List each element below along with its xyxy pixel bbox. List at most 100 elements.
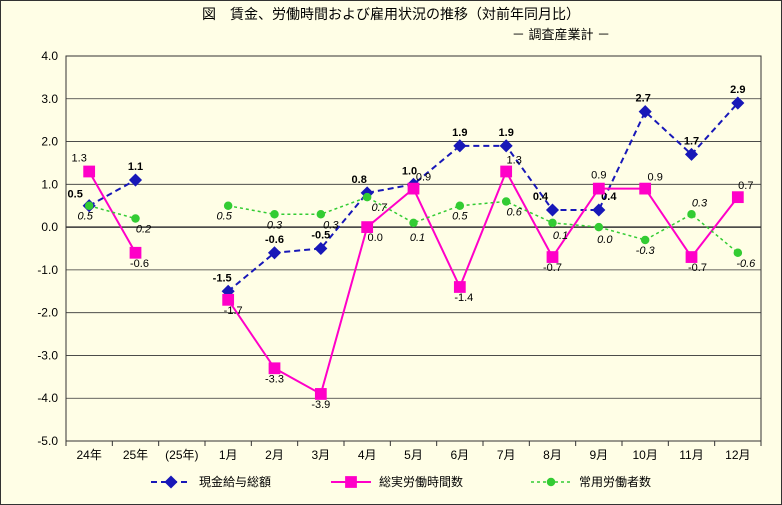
data-label: 0.6 <box>507 206 523 218</box>
series-line <box>228 172 738 394</box>
data-label: -0.6 <box>736 258 756 270</box>
data-label: -1.5 <box>213 272 232 284</box>
marker-square <box>640 183 651 194</box>
data-label: -1.4 <box>454 292 473 304</box>
y-tick-label: -5.0 <box>37 434 58 448</box>
y-tick-label: -3.0 <box>37 348 58 362</box>
marker-circle <box>688 211 696 219</box>
marker-circle <box>549 219 557 227</box>
data-label: 1.7 <box>684 135 699 147</box>
y-tick-label: 0.0 <box>41 220 58 234</box>
marker-diamond <box>547 204 559 216</box>
series-line <box>228 103 738 291</box>
data-label: -0.3 <box>636 245 656 257</box>
data-label: 0.1 <box>410 232 425 244</box>
y-tick-label: -4.0 <box>37 391 58 405</box>
data-label: 0.5 <box>78 211 94 223</box>
marker-square <box>547 252 558 263</box>
marker-circle <box>595 223 603 231</box>
data-label: 0.0 <box>368 232 383 244</box>
plot-border <box>66 56 761 441</box>
data-label: -0.6 <box>130 258 149 270</box>
data-label: -1.7 <box>224 305 243 317</box>
data-label: 0.8 <box>352 174 367 186</box>
data-label: 0.4 <box>533 191 549 203</box>
data-label: -0.7 <box>688 262 707 274</box>
y-tick-label: 3.0 <box>41 92 58 106</box>
data-label: 1.9 <box>452 127 467 139</box>
marker-circle <box>224 202 232 210</box>
marker-square <box>501 166 512 177</box>
series-line <box>228 197 738 253</box>
marker-circle <box>85 202 93 210</box>
marker-square <box>686 252 697 263</box>
data-label: 0.3 <box>692 197 708 209</box>
x-category-label: (25年) <box>165 448 198 462</box>
data-label: -0.7 <box>543 262 562 274</box>
x-category-label: 5月 <box>404 448 423 462</box>
data-label: 0.5 <box>452 211 468 223</box>
y-tick-label: 4.0 <box>41 49 58 63</box>
chart-container: 図 賃金、労働時間および雇用状況の推移（対前年同月比） － 調査産業計 － -5.0… <box>0 0 782 505</box>
marker-square <box>346 477 357 488</box>
x-category-label: 9月 <box>589 448 608 462</box>
data-label: 0.0 <box>597 234 613 246</box>
marker-square <box>315 389 326 400</box>
x-category-label: 8月 <box>543 448 562 462</box>
chart-subtitle: － 調査産業計 － <box>512 27 610 42</box>
data-label: 1.3 <box>507 155 522 167</box>
legend-label: 総実労働時間数 <box>379 474 463 489</box>
chart-title: 図 賃金、労働時間および雇用状況の推移（対前年同月比） <box>202 6 580 22</box>
data-label: 0.9 <box>648 172 663 184</box>
marker-square <box>732 192 743 203</box>
data-label: 0.3 <box>323 219 339 231</box>
x-category-label: 1月 <box>219 448 238 462</box>
marker-square <box>223 294 234 305</box>
data-label: 1.1 <box>128 161 143 173</box>
marker-square <box>408 183 419 194</box>
x-category-label: 2月 <box>265 448 284 462</box>
marker-circle <box>456 202 464 210</box>
legend-label: 常用労働者数 <box>579 474 651 489</box>
marker-square <box>269 363 280 374</box>
marker-circle <box>547 478 555 486</box>
marker-square <box>130 247 141 258</box>
x-category-label: 10月 <box>632 448 657 462</box>
y-tick-label: -1.0 <box>37 263 58 277</box>
marker-circle <box>317 211 325 219</box>
series-line <box>89 206 135 219</box>
y-tick-label: 2.0 <box>41 135 58 149</box>
data-label: -3.3 <box>265 373 284 385</box>
data-label: 0.5 <box>217 211 233 223</box>
data-label: -0.6 <box>265 234 284 246</box>
marker-circle <box>734 249 742 257</box>
chart-svg: 図 賃金、労働時間および雇用状況の推移（対前年同月比） － 調査産業計 － -5.0… <box>1 1 781 504</box>
data-label: 2.9 <box>730 84 745 96</box>
marker-circle <box>271 211 279 219</box>
marker-circle <box>410 219 418 227</box>
data-label: 0.9 <box>416 172 431 184</box>
marker-diamond <box>165 476 177 488</box>
legend-label: 現金給与総額 <box>199 474 271 489</box>
x-category-label: 3月 <box>311 448 330 462</box>
data-label: 1.3 <box>72 153 87 165</box>
x-category-label: 7月 <box>497 448 516 462</box>
data-label: 2.7 <box>636 93 651 105</box>
marker-circle <box>641 236 649 244</box>
x-category-label: 12月 <box>725 448 750 462</box>
data-label: 0.2 <box>136 224 151 236</box>
marker-circle <box>363 193 371 201</box>
y-tick-label: -2.0 <box>37 306 58 320</box>
data-label: 0.3 <box>267 219 283 231</box>
marker-square <box>84 166 95 177</box>
marker-circle <box>502 198 510 206</box>
data-label: 0.9 <box>591 170 606 182</box>
marker-square <box>454 282 465 293</box>
data-label: -0.5 <box>311 230 330 242</box>
data-label: 0.7 <box>738 180 753 192</box>
y-tick-label: 1.0 <box>41 177 58 191</box>
x-category-label: 6月 <box>450 448 469 462</box>
data-label: 0.5 <box>68 189 83 201</box>
data-label: 1.0 <box>402 165 417 177</box>
x-category-label: 24年 <box>76 448 101 462</box>
